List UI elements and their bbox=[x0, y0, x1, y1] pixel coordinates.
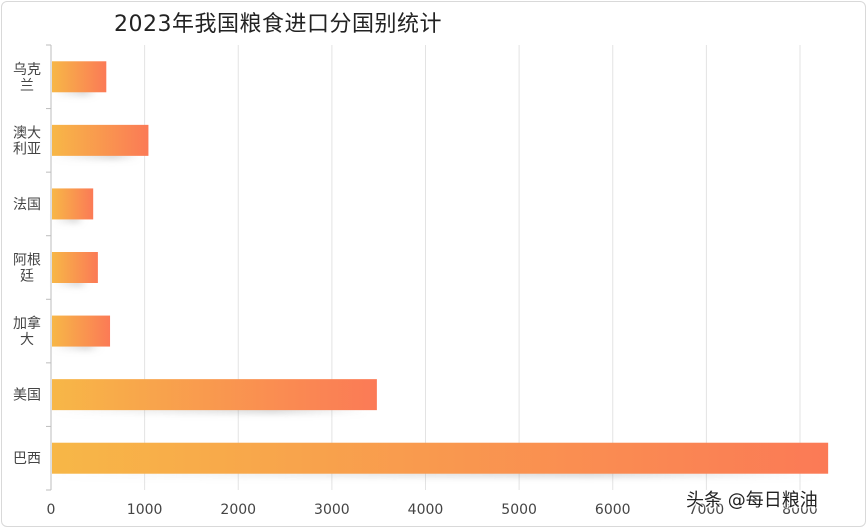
bar-阿根廷 bbox=[52, 252, 98, 283]
x-tick-label: 2000 bbox=[220, 502, 256, 518]
x-tick-label: 5000 bbox=[501, 502, 537, 518]
x-tick-label: 7000 bbox=[689, 502, 725, 518]
watermark: 头条 @每日粮油 bbox=[686, 490, 818, 511]
bar-shadows bbox=[53, 86, 820, 478]
x-tick-label: 8000 bbox=[782, 502, 818, 518]
bar-乌克兰 bbox=[52, 61, 107, 93]
x-tick-label: 4000 bbox=[408, 502, 444, 518]
bar-澳大利亚 bbox=[52, 124, 149, 156]
x-tick-label: 1000 bbox=[127, 502, 163, 518]
y-category-label: 美国 bbox=[13, 388, 41, 404]
y-category-label: 澳大 bbox=[13, 125, 41, 141]
y-category-label: 大 bbox=[20, 332, 34, 348]
bar-美国 bbox=[52, 379, 377, 411]
axes: 0 1000 2000 3000 4000 5000 6000 7000 8000 乌克兰澳大利亚… bbox=[13, 44, 818, 518]
x-tick-label: 6000 bbox=[595, 502, 631, 518]
y-category-label: 兰 bbox=[20, 78, 34, 94]
y-category-label: 加拿 bbox=[13, 315, 41, 332]
bar-法国 bbox=[52, 188, 94, 220]
x-tick-label: 3000 bbox=[314, 502, 350, 518]
bar-加拿大 bbox=[52, 315, 111, 347]
x-tick-label: 0 bbox=[47, 502, 56, 518]
bar-巴西 bbox=[52, 442, 829, 474]
y-category-label: 利亚 bbox=[13, 141, 41, 157]
chart-title: 2023年我国粮食进口分国别统计 bbox=[114, 12, 442, 37]
gridlines bbox=[144, 45, 801, 490]
bars bbox=[52, 61, 829, 474]
y-category-label: 廷 bbox=[20, 269, 34, 285]
y-category-label: 巴西 bbox=[13, 451, 41, 467]
y-category-label: 乌克 bbox=[13, 62, 41, 78]
y-category-label: 法国 bbox=[13, 197, 41, 213]
y-category-label: 阿根 bbox=[13, 253, 41, 269]
